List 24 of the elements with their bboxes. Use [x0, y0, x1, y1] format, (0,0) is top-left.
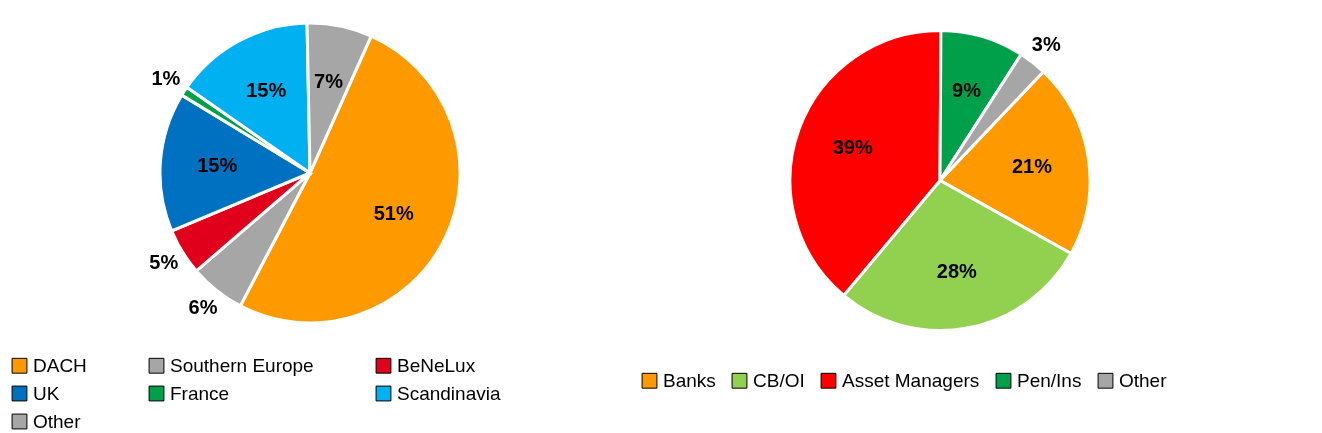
legend-label: Southern Europe: [170, 354, 314, 376]
data-label: 7%: [314, 69, 344, 92]
legend-label: BeNeLux: [397, 354, 476, 376]
legend-label: DACH: [33, 354, 87, 376]
data-label: 28%: [936, 259, 978, 282]
data-label: 6%: [188, 295, 218, 318]
data-label: 5%: [149, 251, 179, 274]
legend-label: CB/OI: [753, 369, 805, 391]
legend-label: Pen/Ins: [1017, 369, 1082, 391]
data-label: 1%: [151, 67, 181, 90]
data-label: 39%: [832, 136, 873, 159]
data-label: 9%: [952, 79, 982, 102]
legend-label: Banks: [663, 369, 716, 391]
legend-label: Asset Managers: [842, 369, 980, 391]
data-label: 15%: [197, 154, 238, 177]
legend-label: UK: [33, 382, 60, 404]
data-label: 21%: [1011, 154, 1053, 177]
data-label: 51%: [373, 201, 414, 224]
legend-label: Other: [1119, 369, 1168, 391]
data-label: 3%: [1031, 33, 1061, 56]
legend-label: Other: [33, 410, 82, 432]
legend-label: Scandinavia: [397, 382, 501, 404]
legend-label: France: [170, 382, 230, 404]
data-label: 15%: [246, 78, 287, 101]
